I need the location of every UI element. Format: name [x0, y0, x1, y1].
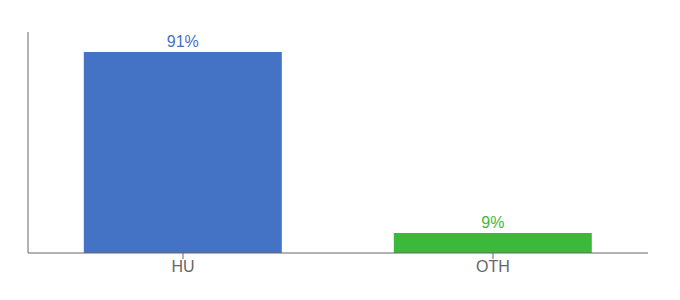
svg-text:OTH: OTH: [476, 258, 510, 275]
svg-text:9%: 9%: [481, 214, 504, 231]
svg-text:91%: 91%: [167, 33, 199, 50]
svg-text:HU: HU: [171, 258, 194, 275]
